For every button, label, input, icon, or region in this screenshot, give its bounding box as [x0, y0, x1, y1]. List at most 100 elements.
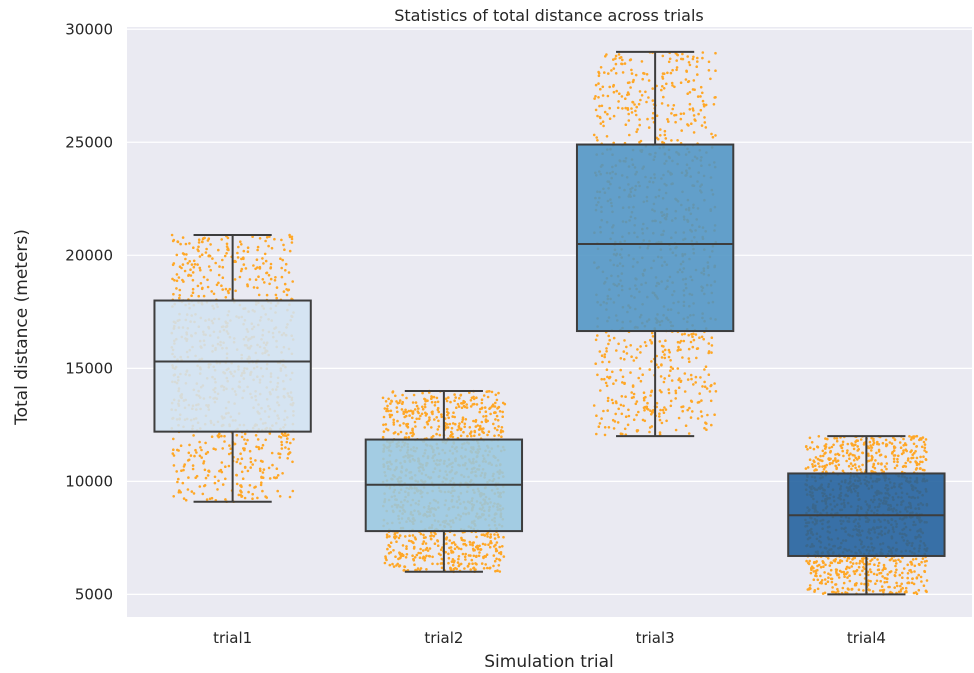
- data-point: [285, 288, 288, 291]
- data-point: [699, 410, 703, 413]
- data-point: [885, 467, 888, 471]
- data-point: [893, 466, 897, 470]
- data-point: [691, 345, 695, 349]
- data-point: [620, 95, 624, 98]
- data-point: [892, 457, 896, 461]
- data-point: [270, 246, 274, 250]
- data-point: [439, 548, 443, 551]
- data-point: [611, 418, 615, 422]
- data-point: [470, 558, 474, 562]
- data-point: [395, 400, 398, 403]
- data-point: [221, 265, 225, 269]
- data-point: [409, 431, 413, 435]
- data-point: [191, 287, 195, 291]
- data-point: [861, 557, 864, 560]
- data-point: [438, 433, 442, 437]
- data-point: [649, 338, 652, 342]
- data-point: [902, 567, 906, 570]
- data-point: [221, 483, 225, 486]
- data-point: [688, 102, 692, 106]
- data-point: [820, 459, 823, 462]
- data-point: [482, 556, 485, 560]
- data-point: [480, 401, 484, 405]
- data-point: [685, 70, 688, 73]
- data-point: [871, 590, 875, 593]
- data-point: [446, 426, 450, 429]
- data-point: [709, 77, 712, 81]
- data-point: [213, 475, 217, 479]
- data-point: [857, 465, 861, 468]
- data-point: [692, 131, 696, 134]
- data-point: [669, 71, 673, 75]
- data-point: [246, 438, 249, 442]
- data-point: [712, 103, 716, 106]
- data-point: [218, 469, 221, 473]
- data-point: [497, 535, 500, 539]
- data-point: [461, 416, 465, 420]
- data-point: [843, 573, 846, 576]
- data-point: [812, 447, 816, 451]
- data-point: [663, 356, 667, 360]
- data-point: [403, 415, 407, 419]
- data-point: [666, 118, 669, 121]
- data-point: [821, 465, 824, 468]
- data-point: [714, 69, 717, 72]
- data-point: [413, 563, 416, 566]
- data-point: [206, 474, 210, 477]
- box-trial4: [787, 435, 946, 596]
- data-point: [917, 588, 921, 592]
- data-point: [623, 62, 627, 65]
- data-point: [894, 564, 897, 568]
- data-point: [243, 466, 247, 469]
- data-point: [876, 558, 879, 561]
- data-point: [838, 561, 841, 564]
- data-point: [670, 379, 674, 382]
- data-point: [260, 475, 263, 479]
- data-point: [273, 237, 276, 241]
- data-point: [413, 545, 416, 549]
- data-point: [445, 407, 449, 411]
- data-point: [405, 547, 408, 550]
- data-point: [468, 391, 471, 394]
- data-point: [804, 467, 808, 470]
- data-point: [836, 590, 840, 593]
- y-tick-label: 30000: [65, 20, 113, 38]
- data-point: [469, 432, 472, 435]
- data-point: [423, 397, 426, 401]
- data-point: [612, 67, 616, 70]
- data-point: [497, 391, 500, 395]
- data-point: [199, 268, 202, 272]
- data-point: [428, 547, 432, 550]
- data-point: [227, 452, 231, 456]
- data-point: [184, 242, 188, 246]
- data-point: [836, 587, 839, 591]
- data-point: [421, 557, 425, 560]
- data-point: [176, 240, 179, 243]
- data-point: [221, 447, 224, 450]
- data-point: [267, 244, 270, 248]
- data-point: [818, 465, 821, 468]
- data-point: [502, 535, 505, 539]
- data-point: [414, 401, 418, 404]
- data-point: [450, 426, 454, 430]
- data-point: [471, 562, 474, 565]
- data-point: [714, 134, 717, 137]
- data-point: [848, 579, 852, 583]
- data-point: [493, 426, 497, 430]
- data-point: [421, 405, 424, 409]
- data-point: [674, 120, 677, 124]
- data-point: [290, 237, 294, 241]
- data-point: [220, 238, 223, 241]
- data-point: [829, 449, 832, 453]
- data-point: [870, 436, 873, 440]
- data-point: [248, 484, 252, 487]
- data-point: [658, 412, 661, 416]
- data-point: [835, 570, 838, 574]
- data-point: [470, 434, 473, 438]
- chart-title: Statistics of total distance across tria…: [394, 6, 704, 25]
- data-point: [630, 68, 633, 72]
- data-point: [440, 566, 444, 570]
- data-point: [181, 252, 185, 255]
- data-point: [843, 575, 846, 578]
- data-point: [489, 535, 493, 539]
